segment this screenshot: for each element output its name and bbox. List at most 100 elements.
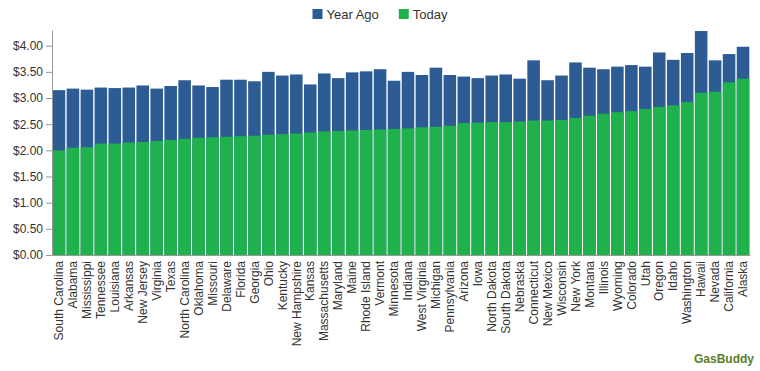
bar bbox=[206, 137, 219, 255]
tick-label: $3.00 bbox=[13, 91, 43, 105]
bar bbox=[569, 118, 582, 255]
tick-label: Colorado bbox=[625, 261, 639, 310]
bar bbox=[109, 88, 122, 255]
tick-label: New Jersey bbox=[136, 261, 150, 324]
tick-label: Indiana bbox=[401, 261, 415, 301]
legend-item: Today bbox=[399, 7, 448, 22]
tick-label: Montana bbox=[583, 261, 597, 308]
plot: $0.00$0.50$1.00$1.50$2.00$2.50$3.00$3.50… bbox=[13, 31, 751, 347]
tick-label: New York bbox=[569, 260, 583, 312]
bar bbox=[360, 130, 373, 255]
bar bbox=[402, 128, 415, 255]
tick: Connecticut bbox=[527, 255, 541, 324]
bar bbox=[653, 53, 666, 256]
tick-label: Georgia bbox=[248, 261, 262, 304]
tick: Hawaii bbox=[694, 255, 708, 297]
bar bbox=[304, 133, 317, 255]
tick-label: Nebraska bbox=[513, 261, 527, 313]
tick: Alaska bbox=[736, 255, 750, 297]
bar bbox=[430, 68, 443, 255]
tick: Minnesota bbox=[387, 255, 401, 316]
tick-label: Oklahoma bbox=[192, 261, 206, 316]
bar bbox=[262, 72, 275, 255]
tick-label: Wyoming bbox=[611, 261, 625, 311]
tick-mark bbox=[46, 124, 52, 125]
tick: $0.50 bbox=[13, 222, 52, 236]
bar bbox=[332, 131, 345, 255]
bar bbox=[67, 148, 80, 255]
bar bbox=[681, 53, 694, 255]
tick-label: Nevada bbox=[708, 261, 722, 303]
bar bbox=[248, 136, 261, 255]
bar bbox=[374, 69, 387, 255]
tick: Maryland bbox=[331, 255, 345, 310]
tick-label: Illinois bbox=[597, 261, 611, 294]
bar bbox=[458, 77, 471, 255]
tick: Utah bbox=[639, 255, 653, 286]
tick-label: California bbox=[722, 261, 736, 312]
tick-label: Maryland bbox=[331, 261, 345, 310]
bar bbox=[499, 74, 512, 255]
tick-label: $3.50 bbox=[13, 65, 43, 79]
tick: Iowa bbox=[471, 255, 485, 286]
tick-label: South Dakota bbox=[499, 261, 513, 334]
bar bbox=[290, 134, 303, 255]
tick: Maine bbox=[345, 255, 359, 294]
tick: $3.50 bbox=[13, 65, 52, 79]
tick-label: West Virginia bbox=[415, 261, 429, 332]
bar bbox=[625, 111, 638, 255]
bar bbox=[555, 120, 568, 255]
tick: West Virginia bbox=[415, 255, 429, 331]
bar bbox=[597, 114, 610, 255]
legend-swatch bbox=[399, 9, 409, 19]
bar bbox=[360, 71, 373, 255]
bar bbox=[444, 126, 457, 255]
bar bbox=[416, 127, 429, 255]
tick: $1.00 bbox=[13, 196, 52, 210]
bar bbox=[471, 123, 484, 255]
bar bbox=[723, 54, 736, 255]
tick-mark bbox=[46, 177, 52, 178]
bar bbox=[276, 76, 289, 255]
tick: Louisiana bbox=[108, 255, 122, 312]
tick: New Hampshire bbox=[290, 255, 304, 346]
tick: Arizona bbox=[457, 255, 471, 302]
tick-label: Minnesota bbox=[387, 261, 401, 317]
tick-label: $0.50 bbox=[13, 222, 43, 236]
tick: Kansas bbox=[303, 255, 317, 301]
tick-label: Wisconsin bbox=[555, 261, 569, 316]
tick-label: North Dakota bbox=[485, 261, 499, 332]
tick-mark bbox=[46, 229, 52, 230]
tick: North Carolina bbox=[178, 255, 192, 338]
bar bbox=[513, 122, 526, 255]
bar bbox=[416, 75, 429, 255]
tick: Missouri bbox=[206, 255, 220, 306]
tick: Rhode Island bbox=[359, 255, 373, 332]
tick-label: $1.50 bbox=[13, 170, 43, 184]
bar bbox=[499, 122, 512, 255]
tick: $2.00 bbox=[13, 144, 52, 158]
tick-label: Arkansas bbox=[122, 261, 136, 311]
bar bbox=[709, 60, 722, 255]
tick: Arkansas bbox=[122, 255, 136, 311]
bar bbox=[681, 102, 694, 255]
bar bbox=[67, 89, 80, 255]
tick-label: Hawaii bbox=[694, 261, 708, 297]
tick-mark bbox=[46, 72, 52, 73]
tick-label: New Mexico bbox=[541, 261, 555, 327]
tick: Massachusetts bbox=[317, 255, 331, 341]
bar bbox=[695, 93, 708, 255]
bar bbox=[597, 69, 610, 255]
tick: Texas bbox=[164, 255, 178, 292]
bar bbox=[583, 116, 596, 255]
tick-label: Texas bbox=[164, 261, 178, 292]
tick: Georgia bbox=[248, 255, 262, 304]
bar bbox=[667, 60, 680, 255]
tick-label: $1.00 bbox=[13, 196, 43, 210]
tick-label: Utah bbox=[639, 261, 653, 286]
tick: $4.00 bbox=[13, 39, 52, 53]
bar bbox=[248, 81, 261, 255]
tick-label: Massachusetts bbox=[317, 261, 331, 341]
tick: $3.00 bbox=[13, 91, 52, 105]
bar bbox=[192, 85, 205, 255]
